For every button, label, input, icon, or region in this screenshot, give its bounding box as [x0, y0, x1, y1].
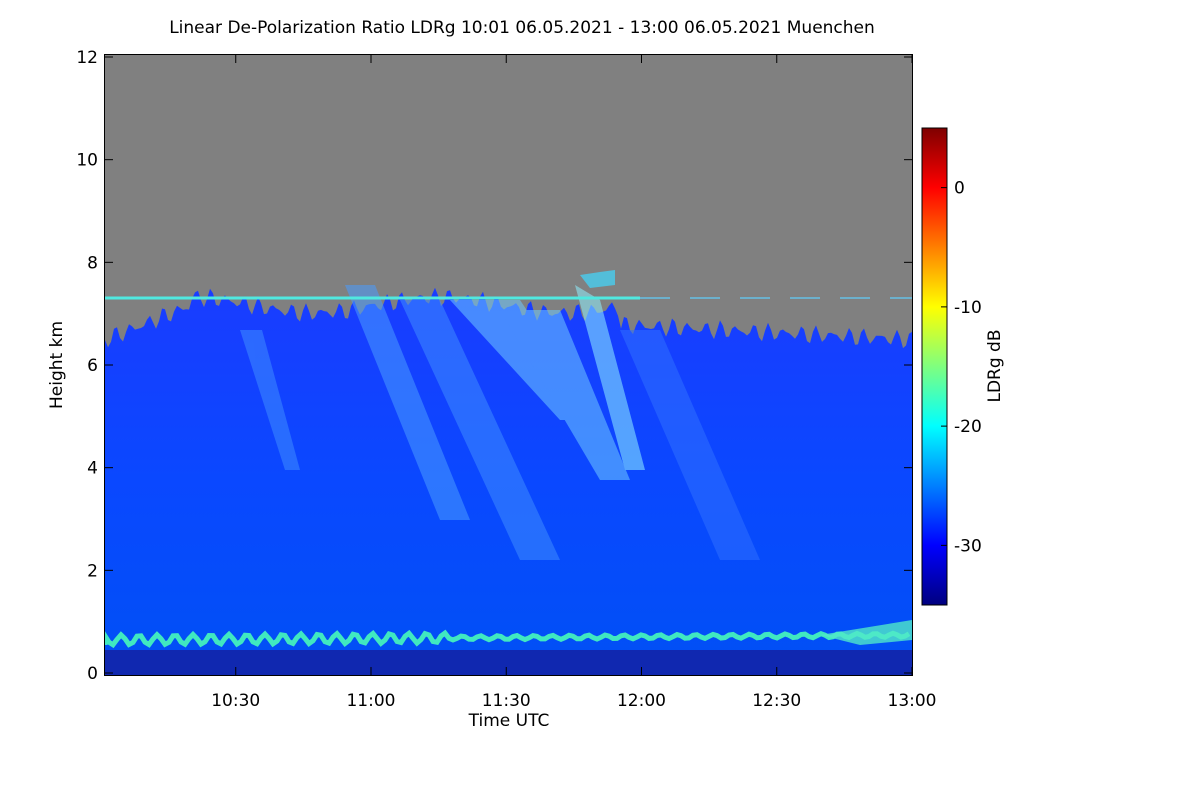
heatmap	[105, 55, 912, 675]
colorbar-tick-label: -20	[954, 417, 982, 437]
y-axis-label: Height km	[47, 321, 67, 409]
x-tick-label: 11:00	[346, 691, 395, 711]
y-tick-label: 10	[76, 151, 98, 171]
cloud-top	[580, 270, 615, 288]
colorbar-tick-label: -10	[954, 298, 982, 318]
chart-title: Linear De-Polarization Ratio LDRg 10:01 …	[169, 18, 875, 38]
colorbar-tick-label: 0	[954, 179, 965, 199]
boundary-layer	[105, 629, 911, 649]
x-tick-label: 13:00	[888, 691, 937, 711]
colorbar-label: LDRg dB	[985, 329, 1005, 402]
x-tick-label: 11:30	[482, 691, 531, 711]
surface-layer	[105, 650, 912, 675]
colorbar	[921, 127, 948, 606]
boundary-layer	[820, 620, 912, 645]
y-tick-label: 2	[87, 561, 98, 581]
y-tick-label: 4	[87, 459, 98, 479]
x-tick-label: 12:30	[752, 691, 801, 711]
colorbar-tick-label: -30	[954, 536, 982, 556]
y-tick-label: 6	[87, 356, 98, 376]
plot-frame	[104, 54, 913, 676]
x-tick-label: 10:30	[211, 691, 260, 711]
y-tick-label: 12	[76, 48, 98, 68]
y-tick-label: 0	[87, 664, 98, 684]
fall-streaks	[240, 285, 760, 560]
x-axis-label: Time UTC	[468, 711, 550, 731]
y-tick-label: 8	[87, 253, 98, 273]
x-tick-label: 12:00	[617, 691, 666, 711]
